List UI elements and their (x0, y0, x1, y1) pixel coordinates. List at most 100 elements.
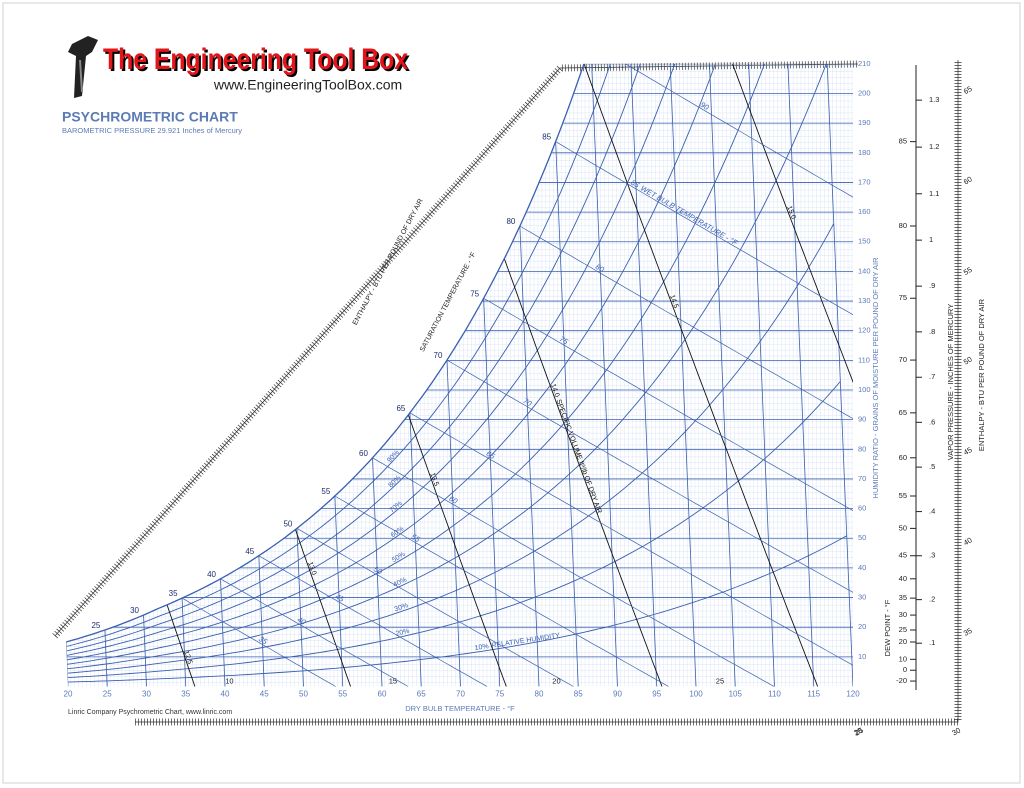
grid-line (555, 141, 579, 687)
specific-volume-line (726, 63, 853, 687)
x-tick-label: 25 (103, 690, 112, 699)
wet-bulb-line (483, 297, 853, 687)
vapor-pressure-label: .9 (929, 281, 935, 290)
grid-line (372, 457, 383, 687)
enthalpy-outer-label: 25 (853, 726, 865, 738)
y-tick-label: 90 (858, 415, 866, 424)
enthalpy-outer-label: 50 (962, 355, 974, 367)
saturation-label: 50 (283, 519, 292, 528)
enthalpy-outer-label: 45 (962, 445, 974, 457)
wet-bulb-line (372, 457, 775, 687)
vapor-pressure-label: .6 (929, 417, 935, 426)
vapor-pressure-label: 1.2 (929, 142, 939, 151)
y-tick-label: 50 (858, 533, 866, 542)
y-tick-label: 160 (858, 207, 871, 216)
dew-point-label: 35 (899, 593, 907, 602)
enthalpy-outer-label: 35 (962, 626, 974, 638)
x-tick-label: 90 (613, 690, 622, 699)
saturation-label: 35 (169, 589, 178, 598)
y-tick-label: 30 (858, 593, 866, 602)
grid-line (787, 63, 815, 687)
grid-line (748, 63, 775, 687)
specific-volume-label: 13.0 (306, 561, 317, 576)
saturation-label: 55 (321, 487, 330, 496)
vapor-pressure-label: .3 (929, 551, 935, 560)
rh-curve (67, 535, 847, 683)
x-tick-label: 100 (689, 690, 703, 699)
y-tick-label: 150 (858, 237, 871, 246)
wet-bulb-line (258, 555, 488, 687)
vapor-pressure-label: .8 (929, 327, 935, 336)
x-tick-label: 85 (574, 690, 583, 699)
dew-point-label: 75 (899, 293, 907, 302)
vapor-pressure-label: .7 (929, 372, 935, 381)
rh-curve (66, 63, 679, 656)
specific-volume-label: 12.5 (182, 650, 193, 665)
chart-title: PSYCHROMETRIC CHART (62, 109, 238, 125)
enthalpy-right-label: ENTHALPY - BTU PER POUND OF DRY AIR (977, 298, 986, 451)
enthalpy-scale-label: 25 (716, 677, 724, 686)
x-tick-label: 45 (260, 690, 269, 699)
grid-line (826, 63, 853, 687)
y-tick-label: 110 (858, 355, 870, 364)
saturation-label: 80 (506, 217, 515, 226)
y-tick-label: 180 (858, 148, 871, 157)
saturation-label: 75 (470, 289, 479, 298)
y-tick-label: 200 (858, 88, 871, 97)
y-tick-label: 40 (858, 563, 866, 572)
vapor-pressure-label: .2 (929, 595, 935, 604)
enthalpy-outer-label: 40 (962, 536, 974, 548)
saturation-label: 85 (542, 133, 551, 142)
grid-line (483, 298, 501, 687)
x-tick-label: 55 (338, 690, 347, 699)
enthalpy-scale-label: 10 (225, 677, 233, 686)
x-tick-label: 40 (221, 690, 230, 699)
logo: The Engineering Tool Box The Engineering… (68, 36, 410, 98)
y-tick-label: 130 (858, 296, 871, 305)
y-tick-label: 170 (858, 177, 871, 186)
rh-curve (67, 381, 841, 679)
dew-point-label: 85 (899, 137, 907, 146)
y-tick-label: 20 (858, 622, 866, 631)
x-tick-label: 70 (456, 690, 465, 699)
logo-icon (68, 36, 98, 98)
x-tick-label: 75 (495, 690, 504, 699)
chart-subtitle: BAROMETRIC PRESSURE 29.921 Inches of Mer… (62, 126, 242, 135)
wet-bulb-line (181, 597, 336, 687)
dew-point-label: 70 (899, 355, 907, 364)
enthalpy-scale-label: 20 (552, 677, 560, 686)
x-tick-label: 60 (378, 690, 387, 699)
vapor-pressure-label: 1.3 (929, 95, 939, 104)
wet-bulb-line (220, 578, 409, 687)
dew-point-label: 40 (899, 574, 907, 583)
y-tick-label: 210 (858, 59, 871, 68)
rh-curve (66, 63, 718, 661)
dew-point-label: -20 (896, 676, 907, 685)
logo-shadow: The Engineering Tool Box (105, 45, 410, 78)
x-tick-label: 65 (417, 690, 426, 699)
dew-point-label: 10 (899, 654, 907, 663)
x-tick-label: 35 (181, 690, 190, 699)
rh-label: 30% (394, 602, 410, 613)
wet-bulb-line (555, 141, 853, 687)
vapor-pressure-label: .4 (929, 507, 935, 516)
footer: Linric Company Psychrometric Chart, www.… (68, 709, 232, 716)
grid-line (591, 63, 618, 687)
specific-volume-label: 15.0 (785, 205, 796, 220)
wet-bulb-line (296, 528, 574, 687)
enthalpy-outer-scale (135, 60, 959, 723)
rh-curve (66, 63, 616, 647)
dew-point-label: 25 (899, 625, 907, 634)
y-tick-label: 10 (858, 652, 866, 661)
y-tick-label: 60 (858, 504, 866, 513)
saturation-label: 60 (359, 449, 368, 458)
saturation-label: 25 (91, 621, 100, 630)
wet-bulb-line (446, 359, 853, 687)
dew-point-label: DEW POINT - °F (883, 599, 892, 656)
x-tick-label: 80 (535, 690, 544, 699)
vapor-pressure-label: .1 (929, 638, 935, 647)
x-tick-label: 115 (807, 690, 820, 699)
enthalpy-outer-label: 65 (962, 84, 974, 96)
